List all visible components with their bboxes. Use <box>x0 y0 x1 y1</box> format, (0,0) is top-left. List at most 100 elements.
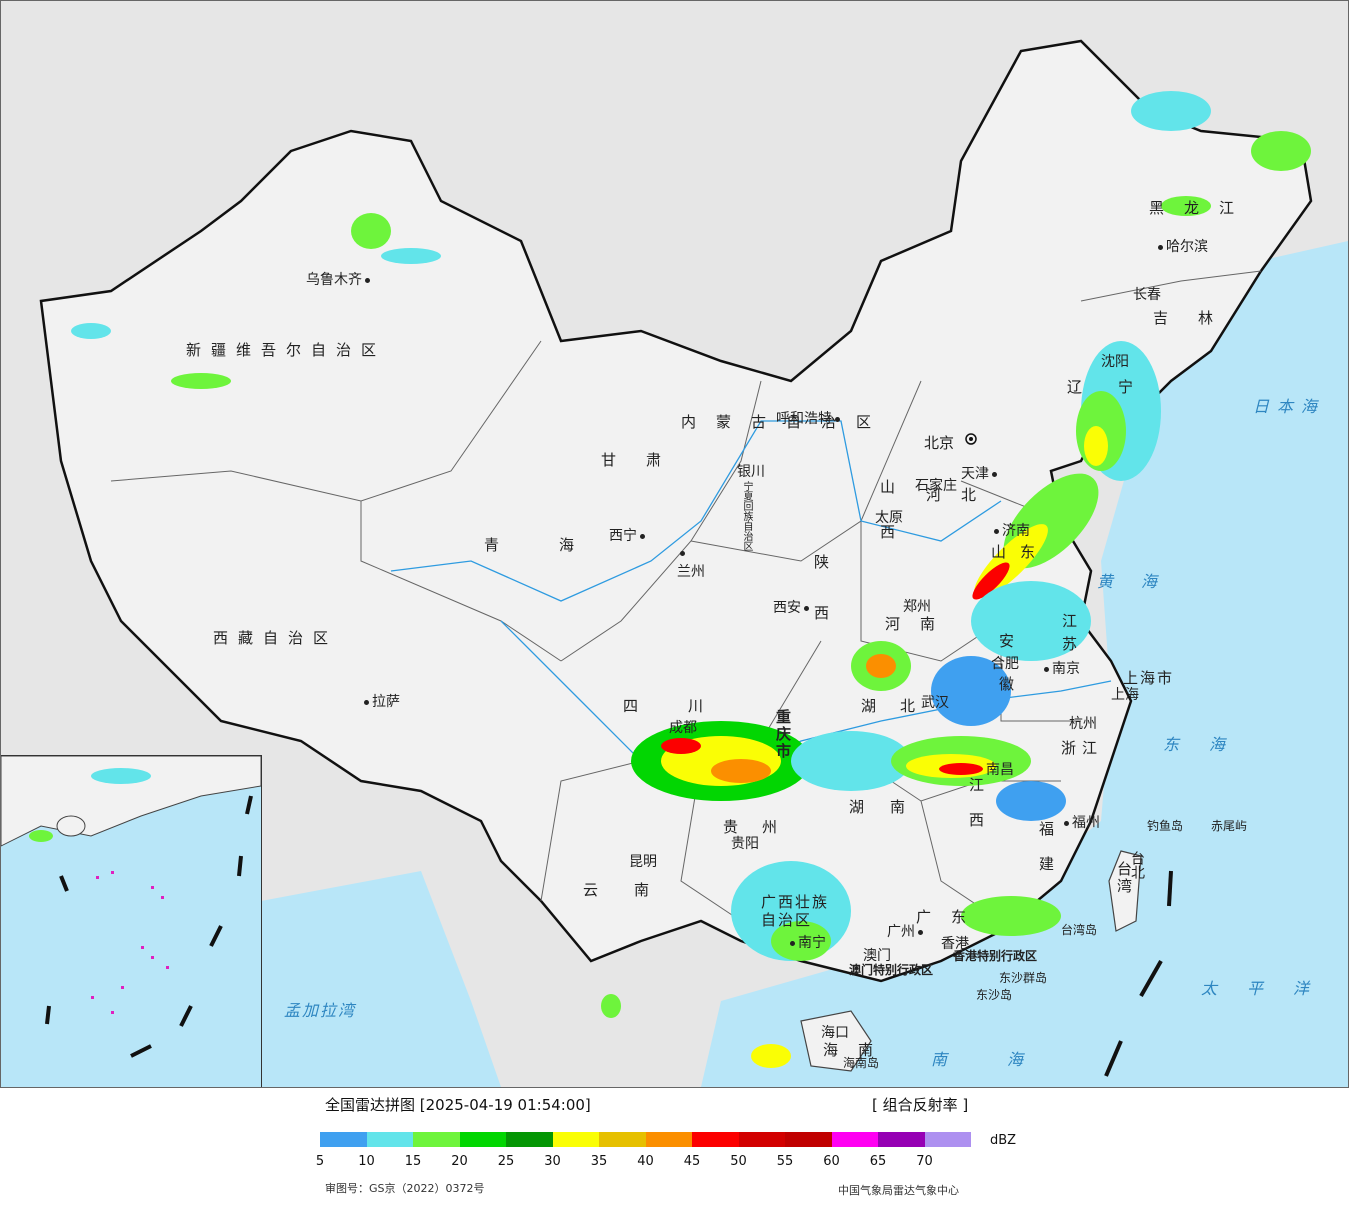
region-label-anhui: 安徽 <box>997 633 1015 719</box>
sea-label-yellow: 黄海 <box>1097 572 1186 591</box>
city-xian: 西安 <box>773 597 812 617</box>
city-chengdu: 成都 <box>669 720 697 736</box>
map-canvas <box>39 39 1348 1087</box>
city-kunming: 昆明 <box>629 854 657 870</box>
region-label-sichuan: 四川 <box>623 697 754 715</box>
region-label-taiwan: 台湾 <box>1115 861 1133 895</box>
color-swatch <box>552 1132 599 1147</box>
region-label-shanxi: 山西 <box>878 479 896 569</box>
region-label-guangdong: 广东 <box>916 908 987 926</box>
island-label-dongsha-group: 东沙群岛 <box>999 971 1048 985</box>
city-nanning: 南宁 <box>787 932 826 952</box>
color-scale-tick: 70 <box>916 1154 933 1169</box>
color-scale-tick: 65 <box>869 1154 887 1169</box>
color-swatch <box>831 1132 878 1147</box>
region-label-shaanxi: 陕西 <box>812 554 830 656</box>
city-nanjing: 南京 <box>1041 658 1080 678</box>
city-macau: 澳门 <box>863 948 891 964</box>
island-label-taiwan: 台湾岛 <box>1061 923 1098 937</box>
city-haikou: 海口 <box>821 1025 849 1041</box>
region-label-hebei: 河北 <box>926 486 997 504</box>
beijing-capital-dot-icon <box>969 437 973 441</box>
city-hongkong: 香港 <box>941 936 969 952</box>
legend-unit: dBZ <box>990 1133 1017 1148</box>
data-source: 中国气象局雷达气象中心 <box>838 1184 959 1197</box>
radar-echoes <box>71 91 1311 1068</box>
region-label-jilin: 吉林 <box>1153 309 1244 327</box>
color-scale-tick: 10 <box>358 1154 375 1169</box>
region-label-guangxi: 广西壮族自治区 <box>761 893 830 929</box>
region-label-hunan: 湖南 <box>849 798 932 816</box>
city-lhasa: 拉萨 <box>361 691 400 711</box>
city-zhengzhou: 郑州 <box>903 599 931 615</box>
color-scale-tick: 20 <box>451 1154 468 1169</box>
region-label-xinjiang: 新疆维吾尔自治区 <box>186 341 387 359</box>
island-label-diaoyu: 钓鱼岛 <box>1147 819 1184 833</box>
city-nanchang: 南昌 <box>986 762 1014 778</box>
color-swatch <box>645 1132 692 1147</box>
color-scale-tick: 35 <box>590 1154 608 1169</box>
city-urumqi: 乌鲁木齐 <box>306 269 373 289</box>
sea-label-east: 东海 <box>1163 735 1256 754</box>
color-scale-tick: 45 <box>683 1154 701 1169</box>
region-label-qinghai: 青海 <box>484 536 635 554</box>
legend-panel: 全国雷达拼图 [2025-04-19 01:54:00] [ 组合反射率 ] 5… <box>0 1088 1349 1208</box>
radar-map[interactable]: 新疆维吾尔自治区 西藏自治区 青海 甘肃 内蒙古自治区 黑龙江 吉林 辽宁 河北… <box>0 0 1349 1088</box>
region-label-heilongjiang: 黑龙江 <box>1149 199 1255 217</box>
color-scale-ticks: 5 10 15 20 25 30 35 40 45 50 55 60 65 70 <box>316 1154 972 1170</box>
city-shanghai: 上海 <box>1111 687 1139 703</box>
region-label-hainan: 海南 <box>823 1041 894 1059</box>
sea-label-pacific: 太平洋 <box>1201 979 1340 998</box>
region-label-hubei: 湖北 <box>861 697 940 715</box>
region-label-jiangxi: 江西 <box>967 777 985 847</box>
region-label-shandong: 山东 <box>991 543 1050 561</box>
province-boundaries <box>110 270 1262 922</box>
city-harbin: 哈尔滨 <box>1155 236 1208 256</box>
color-scale-tick: 5 <box>315 1154 325 1169</box>
color-scale-tick: 40 <box>637 1154 654 1169</box>
sea-area <box>701 241 1348 1087</box>
beijing-capital-icon <box>965 433 977 445</box>
region-label-hongkong: 香港特别行政区 <box>953 949 1038 963</box>
city-xining: 西宁 <box>609 525 648 545</box>
color-scale <box>320 1132 971 1147</box>
sea-label-bengal: 孟加拉湾 <box>284 1001 357 1020</box>
region-label-guizhou: 贵州 <box>723 818 802 836</box>
city-jinan: 济南 <box>991 520 1030 540</box>
city-tianjin: 天津 <box>961 463 1000 483</box>
city-hangzhou: 杭州 <box>1069 716 1097 732</box>
city-changchun: 长春 <box>1133 287 1161 303</box>
color-swatch <box>738 1132 785 1147</box>
color-swatch <box>878 1132 925 1147</box>
color-swatch <box>506 1132 553 1147</box>
legend-title: 全国雷达拼图 [2025-04-19 01:54:00] <box>325 1096 591 1114</box>
color-scale-tick: 60 <box>823 1154 840 1169</box>
city-fuzhou: 福州 <box>1061 812 1100 832</box>
inset-map <box>1 756 261 1058</box>
city-shijiazhuang: 石家庄 <box>915 478 957 494</box>
region-label-neimenggu: 内蒙古自治区 <box>681 413 892 431</box>
city-hefei: 合肥 <box>991 656 1019 672</box>
region-label-gansu: 甘肃 <box>601 451 692 469</box>
island-label-dongsha: 东沙岛 <box>976 988 1013 1002</box>
legend-product: [ 组合反射率 ] <box>872 1096 969 1114</box>
city-shenyang: 沈阳 <box>1101 354 1129 370</box>
hainan-island <box>800 1010 872 1072</box>
color-swatch <box>599 1132 646 1147</box>
color-scale-tick: 30 <box>544 1154 561 1169</box>
city-lanzhou: 兰州 <box>677 545 705 581</box>
color-swatch <box>785 1132 832 1147</box>
south-china-sea-inset[interactable] <box>1 755 262 1087</box>
sea-label-south: 南海 <box>931 1050 1084 1069</box>
color-swatch <box>366 1132 413 1147</box>
city-guangzhou: 广州 <box>887 921 926 941</box>
region-label-henan: 河南 <box>885 615 956 633</box>
region-label-zhejiang: 浙江 <box>1061 739 1104 757</box>
color-swatch <box>413 1132 460 1147</box>
city-taipei: 台北 <box>1129 851 1145 879</box>
region-label-jiangsu: 江苏 <box>1060 613 1078 659</box>
maritime-boundary-dashes <box>1104 870 1173 1077</box>
color-scale-tick: 50 <box>730 1154 747 1169</box>
city-hohhot: 呼和浩特 <box>776 408 843 428</box>
review-number: 审图号：GS京（2022）0372号 <box>325 1182 485 1195</box>
